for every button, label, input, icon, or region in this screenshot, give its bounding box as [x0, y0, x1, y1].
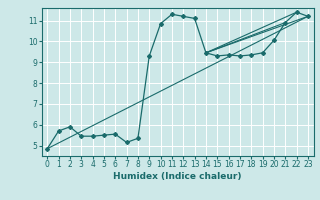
X-axis label: Humidex (Indice chaleur): Humidex (Indice chaleur)	[113, 172, 242, 181]
